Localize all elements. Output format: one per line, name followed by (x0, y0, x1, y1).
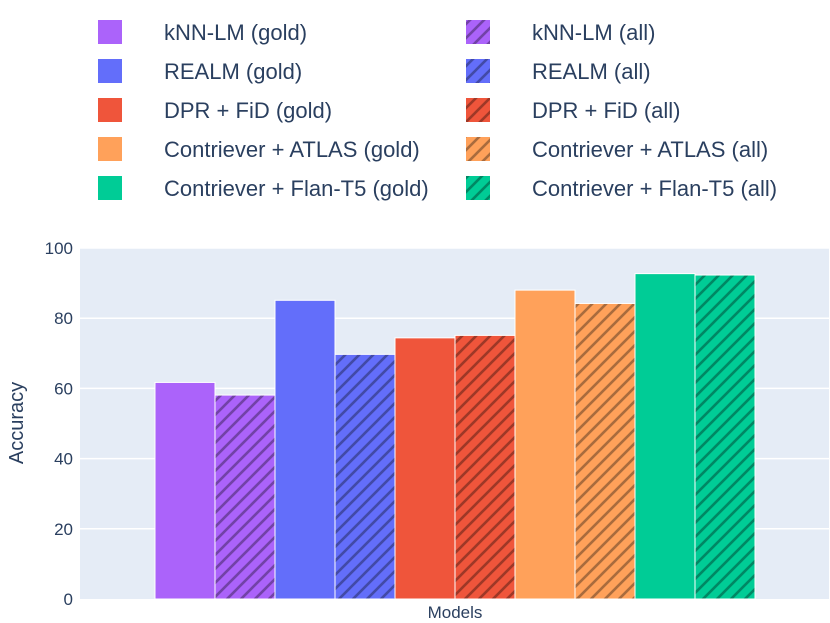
legend-label-realm-gold[interactable]: REALM (gold) (164, 59, 302, 84)
legend-label-contriever-flan-t5-gold[interactable]: Contriever + Flan-T5 (gold) (164, 176, 429, 201)
y-axis-title: Accuracy (6, 382, 28, 464)
y-axis-ticks: 0 20 40 60 80 100 (45, 239, 73, 609)
legend-swatch-dpr-fid-all[interactable] (466, 98, 490, 122)
bar-knn-lm-gold (154, 381, 216, 600)
bars (154, 273, 756, 600)
y-tick-label-80: 80 (54, 309, 73, 328)
legend-swatch-contriever-atlas-gold[interactable] (98, 137, 122, 161)
legend-swatch-realm-all[interactable] (466, 59, 490, 83)
bar-dpr-fid-gold (394, 337, 456, 600)
bar-dpr-fid-all (454, 334, 516, 600)
legend-label-contriever-atlas-gold[interactable]: Contriever + ATLAS (gold) (164, 137, 420, 162)
bar-realm-gold (274, 299, 336, 600)
legend-swatch-realm-gold[interactable] (98, 59, 122, 83)
y-tick-label-20: 20 (54, 520, 73, 539)
legend-label-contriever-flan-t5-all[interactable]: Contriever + Flan-T5 (all) (532, 176, 777, 201)
legend-label-knn-lm-all[interactable]: kNN-LM (all) (532, 20, 655, 45)
y-tick-label-0: 0 (64, 590, 73, 609)
legend-label-dpr-fid-gold[interactable]: DPR + FiD (gold) (164, 98, 332, 123)
legend-label-dpr-fid-all[interactable]: DPR + FiD (all) (532, 98, 681, 123)
bar-realm-all (334, 353, 396, 600)
legend-swatch-contriever-flan-t5-gold[interactable] (98, 176, 122, 200)
legend-swatch-contriever-flan-t5-all[interactable] (466, 176, 490, 200)
legend-label-contriever-atlas-all[interactable]: Contriever + ATLAS (all) (532, 137, 768, 162)
bar-contriever-atlas-all (574, 302, 636, 600)
legend-swatch-knn-lm-gold[interactable] (98, 20, 122, 44)
y-tick-label-100: 100 (45, 239, 73, 258)
y-tick-label-40: 40 (54, 450, 73, 469)
legend-label-knn-lm-gold[interactable]: kNN-LM (gold) (164, 20, 307, 45)
legend-swatch-knn-lm-all[interactable] (466, 20, 490, 44)
x-axis-title: Models (428, 603, 483, 622)
bar-contriever-flan-t5-gold (634, 273, 696, 600)
legend-label-realm-all[interactable]: REALM (all) (532, 59, 651, 84)
legend-swatch-contriever-atlas-all[interactable] (466, 137, 490, 161)
y-tick-label-60: 60 (54, 379, 73, 398)
bar-contriever-flan-t5-all (694, 274, 756, 600)
bar-contriever-atlas-gold (514, 289, 576, 600)
bar-knn-lm-all (214, 394, 276, 600)
legend: kNN-LM (gold) kNN-LM (all) REALM (gold) REA… (98, 20, 777, 201)
legend-swatch-dpr-fid-gold[interactable] (98, 98, 122, 122)
